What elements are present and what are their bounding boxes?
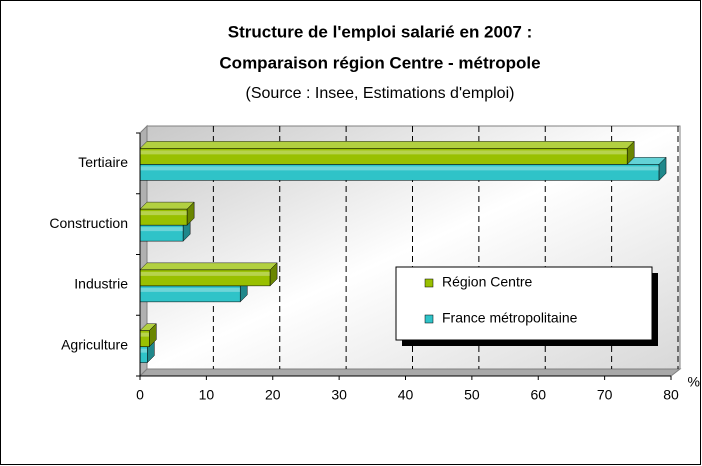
bar-side [149,323,157,348]
bar-side-shade [659,157,667,181]
x-tick-label: 60 [530,387,546,403]
y-tick-label: Industrie [74,276,128,292]
bar-top-shade [140,323,157,331]
chart-title: Comparaison région Centre - métropole [219,53,540,72]
x-unit: % [688,374,700,390]
bar [139,201,195,226]
floor [138,368,682,377]
chart-subtitle: (Source : Insee, Estimations d'emploi) [246,85,515,102]
bar-front-shine [140,227,184,232]
bar-side [626,140,635,165]
bar-top-shade [140,202,195,210]
bar-front-shine [140,150,628,155]
legend-swatch [424,314,434,324]
bar-front-shine [140,287,241,292]
y-tick-label: Agriculture [61,336,128,352]
bar [139,323,157,348]
bar [139,262,278,287]
y-tick-label: Construction [49,215,128,231]
bar-side-shade [627,141,635,165]
x-tick-label: 70 [597,387,613,403]
bar-front-shine [140,332,150,337]
bar-side-shade [149,323,157,347]
legend-label: Région Centre [442,274,532,290]
x-tick-label: 50 [464,387,480,403]
legend-label: France métropolitaine [442,310,578,326]
bar-front-shine [140,211,188,216]
bar-top-shade [140,141,635,149]
bar-side-shade [270,262,278,286]
x-tick-label: 10 [199,387,215,403]
x-tick-label: 20 [265,387,281,403]
x-tick-label: 30 [331,387,347,403]
bar-side [658,156,667,181]
bar-side [186,201,195,226]
bar [139,140,635,165]
legend-swatch [424,278,434,288]
bar-front-shine [140,348,148,353]
bar-side-shade [187,202,195,226]
x-tick-label: 40 [398,387,414,403]
bar-top-shade [140,262,278,270]
chart-title: Structure de l'emploi salarié en 2007 : [228,22,533,41]
x-tick-label: 0 [136,387,144,403]
legend: Région Centre France métropolitaine [395,266,658,346]
bar-front-shine [140,271,271,276]
bar-side [269,262,278,287]
x-tick-label: 80 [663,387,679,403]
bar-front-shine [140,166,660,171]
legend-box [395,266,653,341]
bars [139,140,667,364]
y-tick-label: Tertiaire [78,154,128,170]
